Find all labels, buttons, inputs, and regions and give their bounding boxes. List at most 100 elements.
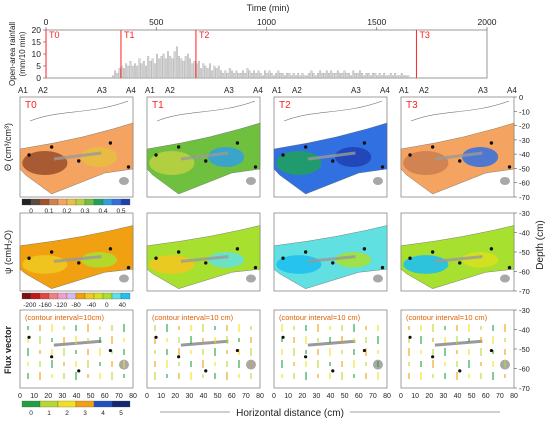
sensor-point bbox=[154, 335, 158, 339]
sensor-label: A3 bbox=[97, 86, 107, 95]
distance-tick-label: 70 bbox=[115, 393, 123, 400]
rainfall-bar bbox=[235, 70, 238, 79]
rainfall-bar bbox=[376, 75, 379, 79]
sensor-label: A1 bbox=[145, 86, 155, 95]
root-shape bbox=[180, 255, 229, 263]
color-scale-cell bbox=[75, 292, 86, 300]
sensor-point bbox=[77, 369, 81, 373]
sensor-label: A2 bbox=[38, 86, 48, 95]
rainfall-bar bbox=[142, 61, 145, 79]
rainfall-bar bbox=[319, 70, 322, 79]
rainfall-bar bbox=[347, 73, 350, 79]
rainfall-bar bbox=[169, 56, 172, 79]
rainfall-bar bbox=[134, 63, 136, 79]
rainfall-bar bbox=[255, 73, 258, 79]
sensor-point bbox=[77, 261, 81, 265]
depth-tick-label: -70 bbox=[519, 384, 530, 393]
rainfall-bar bbox=[268, 70, 271, 79]
color-scale-cell bbox=[111, 198, 122, 206]
rainfall-bar bbox=[129, 61, 132, 79]
color-scale-tick: 0.3 bbox=[80, 208, 89, 215]
rainfall-bar bbox=[392, 75, 394, 79]
distance-tick-label: 40 bbox=[454, 393, 462, 400]
psi-row-label: ψ (cmH₂O) bbox=[3, 230, 13, 274]
depth-tick-label: -10 bbox=[519, 107, 530, 116]
sensor-label: A4 bbox=[507, 86, 517, 95]
time-marker-label: T1 bbox=[124, 30, 135, 40]
depth-tick-label: -50 bbox=[519, 345, 530, 354]
sensor-point bbox=[281, 335, 285, 339]
sensor-point bbox=[380, 165, 385, 169]
sensor-point bbox=[458, 369, 462, 373]
surface-line bbox=[410, 100, 510, 122]
distance-tick-label: 40 bbox=[200, 393, 208, 400]
distance-tick-label: 20 bbox=[171, 393, 179, 400]
distance-tick-label: 10 bbox=[411, 393, 419, 400]
soil-profile-fill bbox=[273, 122, 388, 195]
rainfall-bar bbox=[288, 73, 291, 79]
distance-tick-label: 80 bbox=[510, 393, 518, 400]
root-shape bbox=[307, 151, 356, 161]
rainfall-bar bbox=[303, 75, 306, 79]
sensor-label: A1 bbox=[399, 86, 409, 95]
distance-tick-label: 10 bbox=[30, 393, 38, 400]
root-shape bbox=[307, 339, 356, 347]
rainfall-bar bbox=[248, 70, 251, 79]
color-scale-cell bbox=[66, 198, 77, 206]
distance-tick-label: 50 bbox=[214, 393, 222, 400]
rainfall-bar bbox=[182, 61, 185, 79]
rainfall-bar bbox=[345, 73, 348, 79]
distance-tick-label: 50 bbox=[87, 393, 95, 400]
color-scale-tick: 0 bbox=[105, 302, 109, 309]
distance-tick-label: 0 bbox=[399, 393, 403, 400]
rainfall-bar bbox=[378, 73, 381, 79]
sensor-point bbox=[177, 355, 181, 359]
rainfall-bar bbox=[405, 75, 408, 79]
rainfall-bar bbox=[328, 73, 330, 79]
rainfall-bar bbox=[178, 56, 180, 79]
sensor-point bbox=[49, 145, 54, 149]
color-scale-cell bbox=[120, 198, 131, 206]
rainfall-chart: T0 T1 T2 T3 0 500 1000 1500 2000 0 5 10 15 20 Time (mi… bbox=[8, 3, 497, 86]
sensor-point bbox=[126, 165, 131, 169]
surface-line bbox=[283, 100, 383, 122]
sensor-point bbox=[507, 165, 512, 169]
horizontal-distance-title: Horizontal distance (cm) bbox=[236, 408, 344, 419]
depth-tick-label: -60 bbox=[519, 365, 530, 374]
distance-tick-label: 60 bbox=[482, 393, 490, 400]
color-scale-tick: -160 bbox=[39, 302, 52, 309]
depth-tick-label: -30 bbox=[519, 209, 530, 218]
color-scale-cell bbox=[111, 292, 122, 300]
sensor-point bbox=[176, 250, 181, 254]
contour-region bbox=[208, 147, 245, 167]
rainfall-bar bbox=[173, 51, 176, 79]
rainfall-bar bbox=[171, 58, 174, 79]
sensor-point bbox=[331, 159, 335, 163]
contour-region bbox=[462, 251, 499, 268]
rainfall-bar bbox=[352, 70, 355, 79]
depth-tick-label: -70 bbox=[519, 287, 530, 296]
color-scale-cell bbox=[102, 292, 113, 300]
distance-tick-label: 80 bbox=[129, 393, 137, 400]
root-shape bbox=[434, 151, 483, 161]
rainfall-bar bbox=[301, 73, 304, 79]
rainfall-bar bbox=[367, 73, 370, 79]
contour-region bbox=[208, 251, 245, 268]
rainfall-bar bbox=[250, 73, 253, 79]
sensor-point bbox=[431, 355, 435, 359]
color-scale-cell bbox=[39, 292, 50, 300]
rainfall-bar bbox=[381, 75, 383, 79]
sensor-label: A4 bbox=[126, 86, 136, 95]
rainfall-bar bbox=[369, 75, 372, 79]
rainfall-bar bbox=[266, 73, 269, 79]
rainfall-bar bbox=[372, 73, 375, 79]
sensor-point bbox=[380, 265, 385, 270]
color-scale-cell bbox=[30, 292, 41, 300]
sensor-point bbox=[154, 256, 158, 260]
rainfall-bar bbox=[167, 51, 169, 79]
rainfall-bar bbox=[403, 75, 405, 79]
color-scale-cell bbox=[102, 198, 113, 206]
sensor-point bbox=[458, 159, 462, 163]
rainfall-bar bbox=[156, 53, 158, 79]
rainfall-y-title-1: Open-area rainfall bbox=[8, 22, 17, 86]
